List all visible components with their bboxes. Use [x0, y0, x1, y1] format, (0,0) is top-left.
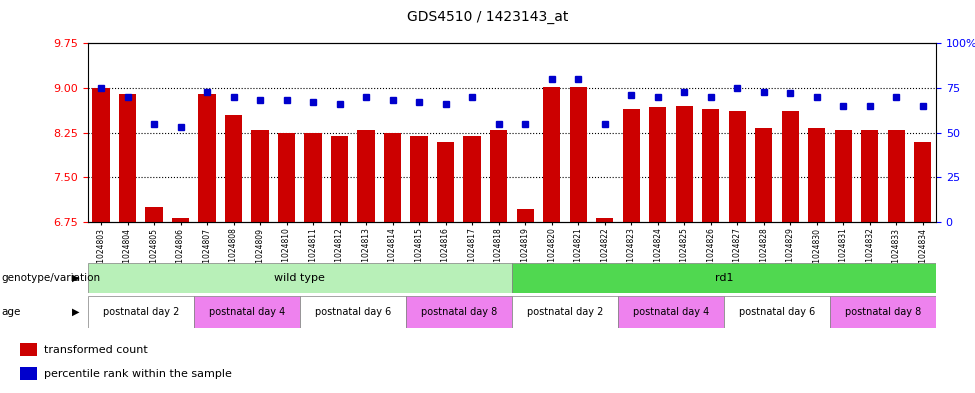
Bar	[517, 209, 533, 222]
Text: postnatal day 4: postnatal day 4	[633, 307, 709, 317]
Bar	[384, 132, 401, 222]
Text: postnatal day 6: postnatal day 6	[739, 307, 815, 317]
Bar	[20, 343, 37, 356]
Bar	[915, 141, 931, 222]
Bar	[88, 296, 194, 328]
Bar	[410, 136, 428, 222]
Text: genotype/variation: genotype/variation	[1, 273, 100, 283]
Bar	[723, 296, 830, 328]
Bar	[406, 296, 512, 328]
Text: postnatal day 2: postnatal day 2	[526, 307, 604, 317]
Bar	[623, 109, 640, 222]
Text: wild type: wild type	[274, 273, 326, 283]
Bar	[618, 296, 723, 328]
Text: transformed count: transformed count	[44, 345, 147, 355]
Bar	[512, 263, 936, 293]
Bar	[676, 106, 693, 222]
Text: postnatal day 2: postnatal day 2	[102, 307, 179, 317]
Bar	[887, 130, 905, 222]
Bar	[596, 218, 613, 222]
Bar	[569, 87, 587, 222]
Bar	[119, 94, 137, 222]
Text: age: age	[1, 307, 20, 317]
Bar	[199, 94, 215, 222]
Text: GDS4510 / 1423143_at: GDS4510 / 1423143_at	[407, 10, 568, 24]
Bar	[649, 107, 666, 222]
Bar	[20, 367, 37, 380]
Bar	[702, 109, 720, 222]
Bar	[304, 132, 322, 222]
Text: postnatal day 8: postnatal day 8	[845, 307, 921, 317]
Bar	[278, 132, 295, 222]
Bar	[808, 129, 825, 222]
Bar	[835, 130, 852, 222]
Text: rd1: rd1	[715, 273, 733, 283]
Bar	[512, 296, 618, 328]
Bar	[463, 136, 481, 222]
Bar	[728, 110, 746, 222]
Bar	[93, 88, 109, 222]
Bar	[194, 296, 300, 328]
Bar	[755, 129, 772, 222]
Bar	[331, 136, 348, 222]
Bar	[437, 141, 454, 222]
Bar	[225, 115, 242, 222]
Bar	[490, 130, 507, 222]
Text: postnatal day 8: postnatal day 8	[421, 307, 497, 317]
Text: postnatal day 6: postnatal day 6	[315, 307, 391, 317]
Bar	[782, 110, 799, 222]
Text: ▶: ▶	[72, 307, 80, 317]
Bar	[300, 296, 406, 328]
Bar	[172, 218, 189, 222]
Bar	[358, 130, 374, 222]
Bar	[88, 263, 512, 293]
Bar	[861, 130, 878, 222]
Bar	[830, 296, 936, 328]
Text: percentile rank within the sample: percentile rank within the sample	[44, 369, 232, 378]
Bar	[252, 130, 269, 222]
Text: ▶: ▶	[72, 273, 80, 283]
Bar	[543, 87, 561, 222]
Bar	[145, 207, 163, 222]
Text: postnatal day 4: postnatal day 4	[209, 307, 285, 317]
